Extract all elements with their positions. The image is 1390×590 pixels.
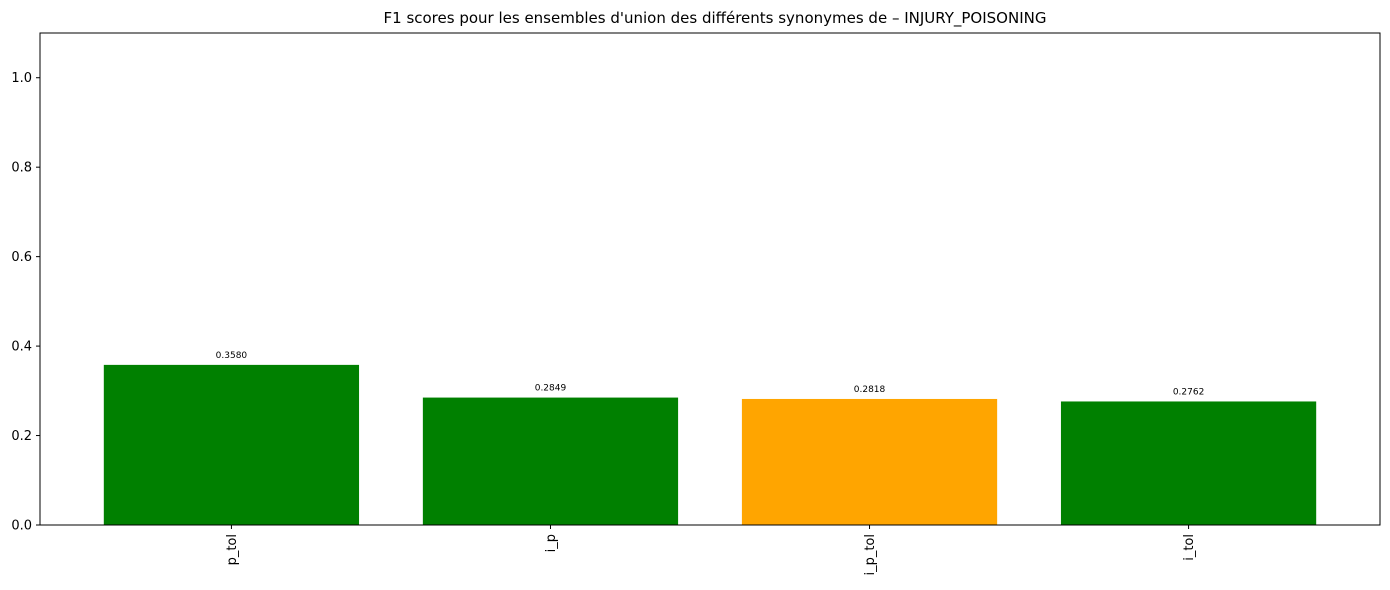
bar-i_p: [422, 397, 679, 525]
data-label-i_tol: 0.2762: [1173, 387, 1205, 397]
y-tick-label: 1.0: [11, 71, 32, 86]
bar-i_tol: [1060, 401, 1317, 525]
y-tick-label: 0.8: [11, 161, 32, 176]
data-label-i_p: 0.2849: [535, 384, 567, 394]
y-tick-label: 0.6: [11, 250, 32, 265]
x-tick-label-i_p_tol: i_p_tol: [863, 534, 878, 576]
x-tick-label-i_p: i_p: [544, 534, 559, 552]
data-label-i_p_tol: 0.2818: [854, 385, 886, 395]
data-label-p_tol: 0.3580: [216, 351, 248, 361]
y-tick-label: 0.4: [11, 340, 32, 355]
plot-area: 0.3580 0.2849 0.2818 0.2762 0.0 0.2 0.4 0.6 0.8 1…: [11, 32, 1381, 576]
y-tick-label: 0.0: [11, 519, 32, 534]
x-tick-label-i_tol: i_tol: [1182, 534, 1197, 561]
bar-p_tol: [103, 364, 360, 525]
plot-frame: [39, 32, 1381, 526]
y-tick-label: 0.2: [11, 429, 32, 444]
chart-title: F1 scores pour les ensembles d'union des…: [384, 9, 1047, 28]
x-tick-label-p_tol: p_tol: [225, 534, 240, 565]
bar-i_p_tol: [741, 398, 998, 525]
